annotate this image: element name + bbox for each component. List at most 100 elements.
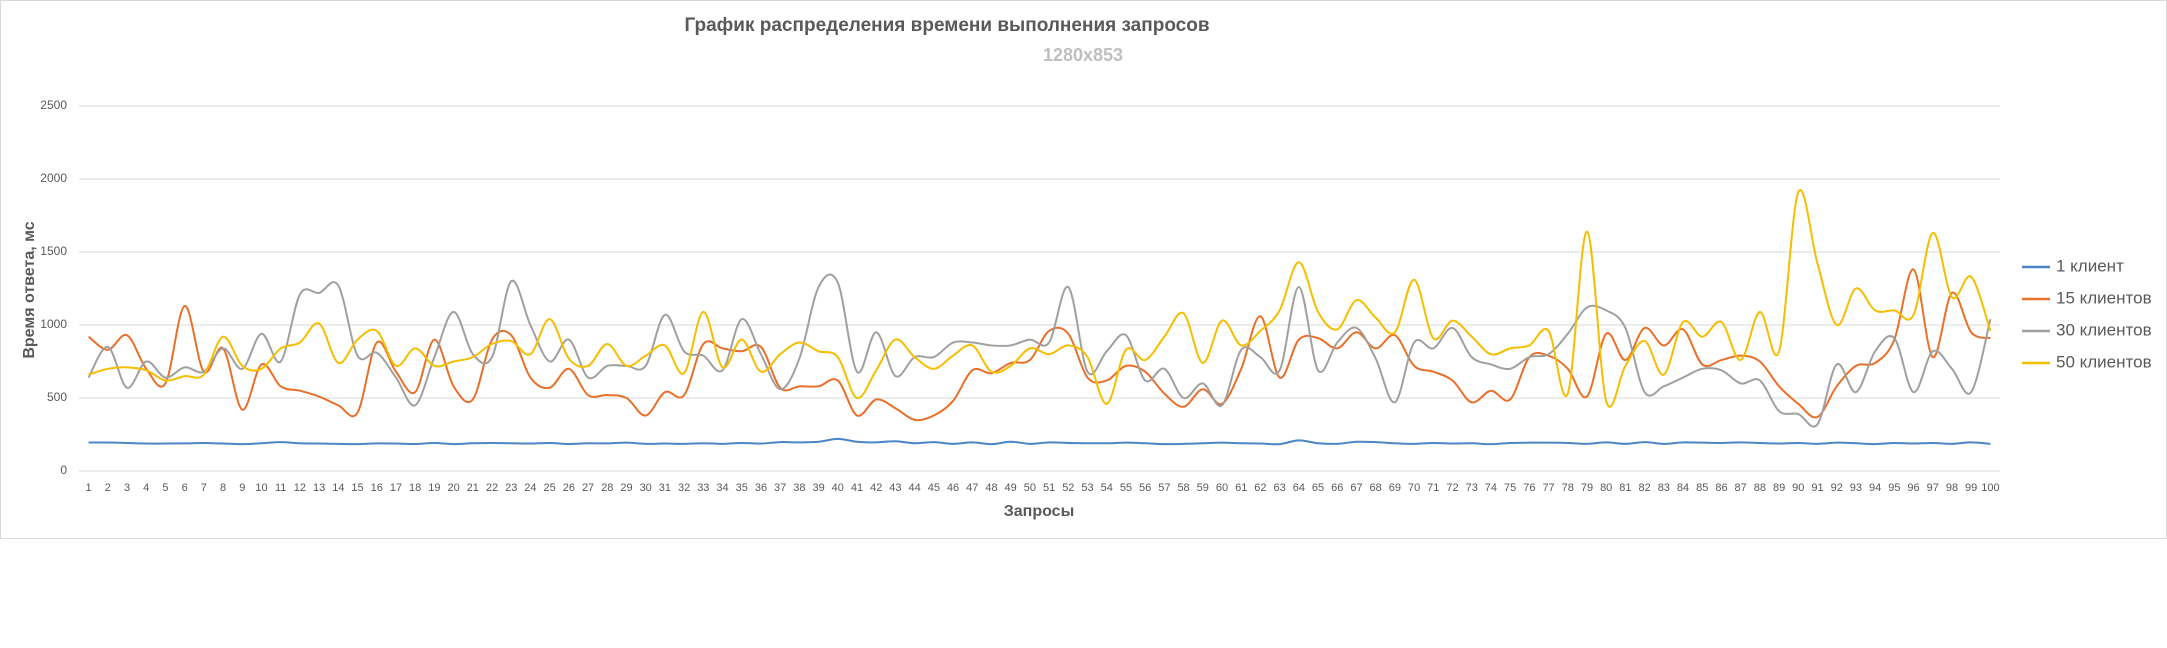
x-tick-label: 27 [582,482,594,494]
x-tick-label: 67 [1350,482,1362,494]
y-tick-label: 1500 [40,244,67,258]
x-tick-label: 98 [1946,482,1958,494]
x-tick-label: 18 [409,482,421,494]
x-tick-label: 21 [467,482,479,494]
legend-label: 50 клиентов [2056,352,2152,371]
series-line [88,437,1991,446]
legend-label: 1 клиент [2056,256,2124,275]
x-tick-label: 50 [1024,482,1036,494]
x-tick-label: 52 [1062,482,1074,494]
series-line [87,273,1992,428]
x-tick-label: 10 [255,482,267,494]
x-tick-label: 4 [143,482,149,494]
x-tick-label: 72 [1446,482,1458,494]
y-tick-label: 2500 [40,98,67,112]
x-tick-label: 9 [239,482,245,494]
x-tick-label: 93 [1850,482,1862,494]
x-tick-label: 14 [332,482,344,494]
x-tick-label: 15 [351,482,363,494]
x-tick-label: 88 [1754,482,1766,494]
x-tick-label: 99 [1965,482,1977,494]
x-tick-label: 5 [162,482,168,494]
x-tick-label: 49 [1005,482,1017,494]
x-tick-label: 29 [620,482,632,494]
x-tick-label: 95 [1888,482,1900,494]
x-tick-label: 94 [1869,482,1881,494]
x-tick-label: 36 [755,482,767,494]
x-tick-label: 37 [774,482,786,494]
x-tick-label: 47 [966,482,978,494]
x-tick-label: 48 [985,482,997,494]
x-tick-label: 85 [1696,482,1708,494]
x-tick-label: 70 [1408,482,1420,494]
x-tick-label: 76 [1523,482,1535,494]
x-tick-label: 8 [220,482,226,494]
x-tick-label: 42 [870,482,882,494]
x-tick-label: 23 [505,482,517,494]
x-tick-label: 12 [294,482,306,494]
x-tick-label: 66 [1331,482,1343,494]
legend-label: 30 клиентов [2056,320,2152,339]
x-tick-label: 100 [1981,482,1999,494]
x-tick-label: 20 [447,482,459,494]
x-tick-label: 34 [716,482,728,494]
x-tick-label: 64 [1293,482,1305,494]
x-tick-label: 32 [678,482,690,494]
x-tick-label: 55 [1120,482,1132,494]
y-axis-label: Время ответа, мс [21,221,38,358]
x-tick-label: 43 [889,482,901,494]
x-tick-label: 73 [1466,482,1478,494]
x-tick-label: 68 [1370,482,1382,494]
x-tick-label: 25 [544,482,556,494]
x-tick-label: 30 [640,482,652,494]
y-tick-label: 2000 [40,171,67,185]
x-tick-label: 35 [736,482,748,494]
x-tick-label: 45 [928,482,940,494]
chart-border [0,0,2167,539]
legend-label: 15 клиентов [2056,288,2152,307]
x-tick-label: 97 [1927,482,1939,494]
x-tick-label: 83 [1658,482,1670,494]
x-tick-label: 13 [313,482,325,494]
x-tick-label: 60 [1216,482,1228,494]
x-tick-label: 82 [1638,482,1650,494]
x-tick-label: 53 [1081,482,1093,494]
x-tick-label: 56 [1139,482,1151,494]
x-tick-label: 28 [601,482,613,494]
x-tick-label: 62 [1254,482,1266,494]
x-axis-label: Запросы [1004,503,1074,520]
x-tick-label: 92 [1831,482,1843,494]
x-tick-label: 33 [697,482,709,494]
x-tick-label: 58 [1177,482,1189,494]
y-tick-label: 0 [60,463,67,477]
x-tick-label: 26 [563,482,575,494]
x-tick-label: 90 [1792,482,1804,494]
x-tick-label: 81 [1619,482,1631,494]
x-tick-label: 61 [1235,482,1247,494]
x-tick-label: 11 [275,482,286,494]
x-tick-label: 51 [1043,482,1055,494]
x-tick-label: 96 [1907,482,1919,494]
chart-title: График распределения времени выполнения … [684,15,1209,36]
x-tick-label: 31 [659,482,671,494]
x-tick-label: 6 [182,482,188,494]
x-tick-label: 71 [1427,482,1439,494]
x-tick-label: 91 [1811,482,1823,494]
x-tick-label: 57 [1158,482,1170,494]
x-tick-label: 77 [1542,482,1554,494]
x-tick-label: 59 [1197,482,1209,494]
x-tick-label: 63 [1274,482,1286,494]
series-line [88,189,1992,408]
y-tick-label: 1000 [40,317,67,331]
x-tick-label: 41 [851,482,863,494]
x-tick-label: 17 [390,482,402,494]
chart-subtitle: 1280x853 [1043,45,1123,65]
x-tick-label: 39 [812,482,824,494]
x-tick-label: 74 [1485,482,1497,494]
x-tick-label: 54 [1101,482,1113,494]
x-tick-label: 44 [909,482,921,494]
x-tick-label: 84 [1677,482,1689,494]
x-tick-label: 79 [1581,482,1593,494]
x-tick-label: 80 [1600,482,1612,494]
